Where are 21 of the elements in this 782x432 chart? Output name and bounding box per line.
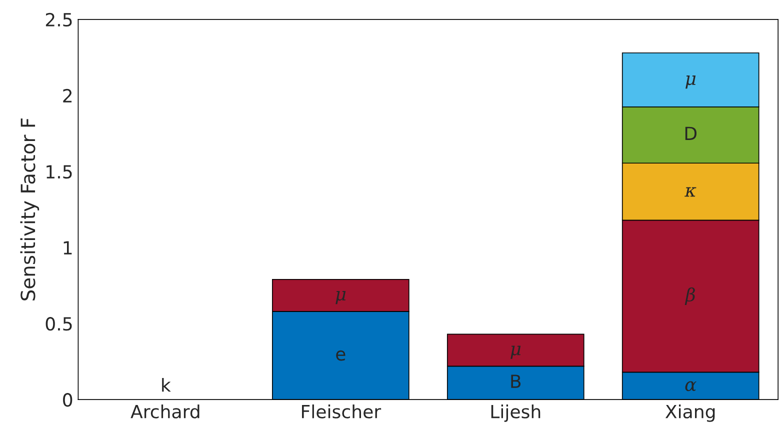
y-tick-label: 2 [63, 88, 72, 102]
x-tick-label: Xiang [665, 404, 715, 422]
data-label: μ [336, 291, 346, 304]
data-label: B [511, 374, 521, 388]
x-tick-label: Fleischer [302, 404, 382, 418]
y-tick-label: 0.5 [46, 317, 72, 331]
y-axis-title: Sensitivity Factor F [20, 118, 40, 300]
data-label: α [685, 381, 696, 392]
data-label: e [336, 350, 346, 361]
data-label: κ [684, 187, 696, 197]
data-label: μ [686, 75, 696, 89]
data-label: μ [510, 346, 521, 359]
x-tick-label: Archard [130, 404, 200, 418]
data-label: D [685, 126, 696, 140]
x-tick-label: Lijesh [491, 404, 540, 422]
y-tick-label: 1 [64, 241, 72, 254]
data-label: β [684, 287, 695, 305]
y-tick-label: 0 [63, 393, 72, 407]
data-label: k [162, 378, 171, 392]
y-tick-label: 2.5 [46, 12, 72, 27]
y-tick-label: 1.5 [46, 165, 72, 179]
